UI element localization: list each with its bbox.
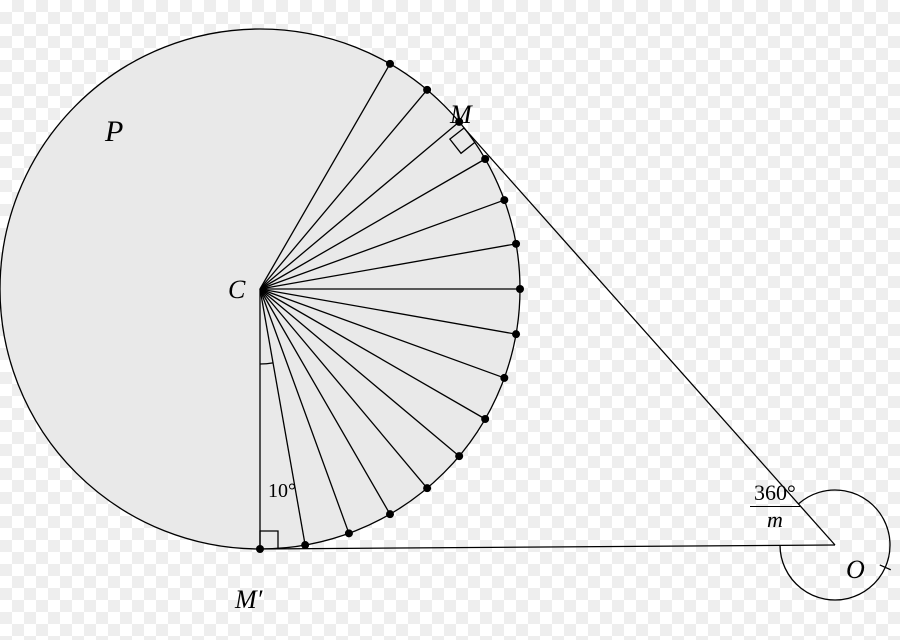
label-Mprime: M′ xyxy=(235,585,262,615)
label-M: M xyxy=(450,100,472,130)
label-P: P xyxy=(105,115,123,149)
label-fraction-360-over-m: 360° m xyxy=(750,482,800,533)
label-O: O xyxy=(846,555,865,585)
label-ten-degrees: 10° xyxy=(268,480,296,503)
label-C: C xyxy=(228,275,245,305)
diagram-svg xyxy=(0,0,900,640)
